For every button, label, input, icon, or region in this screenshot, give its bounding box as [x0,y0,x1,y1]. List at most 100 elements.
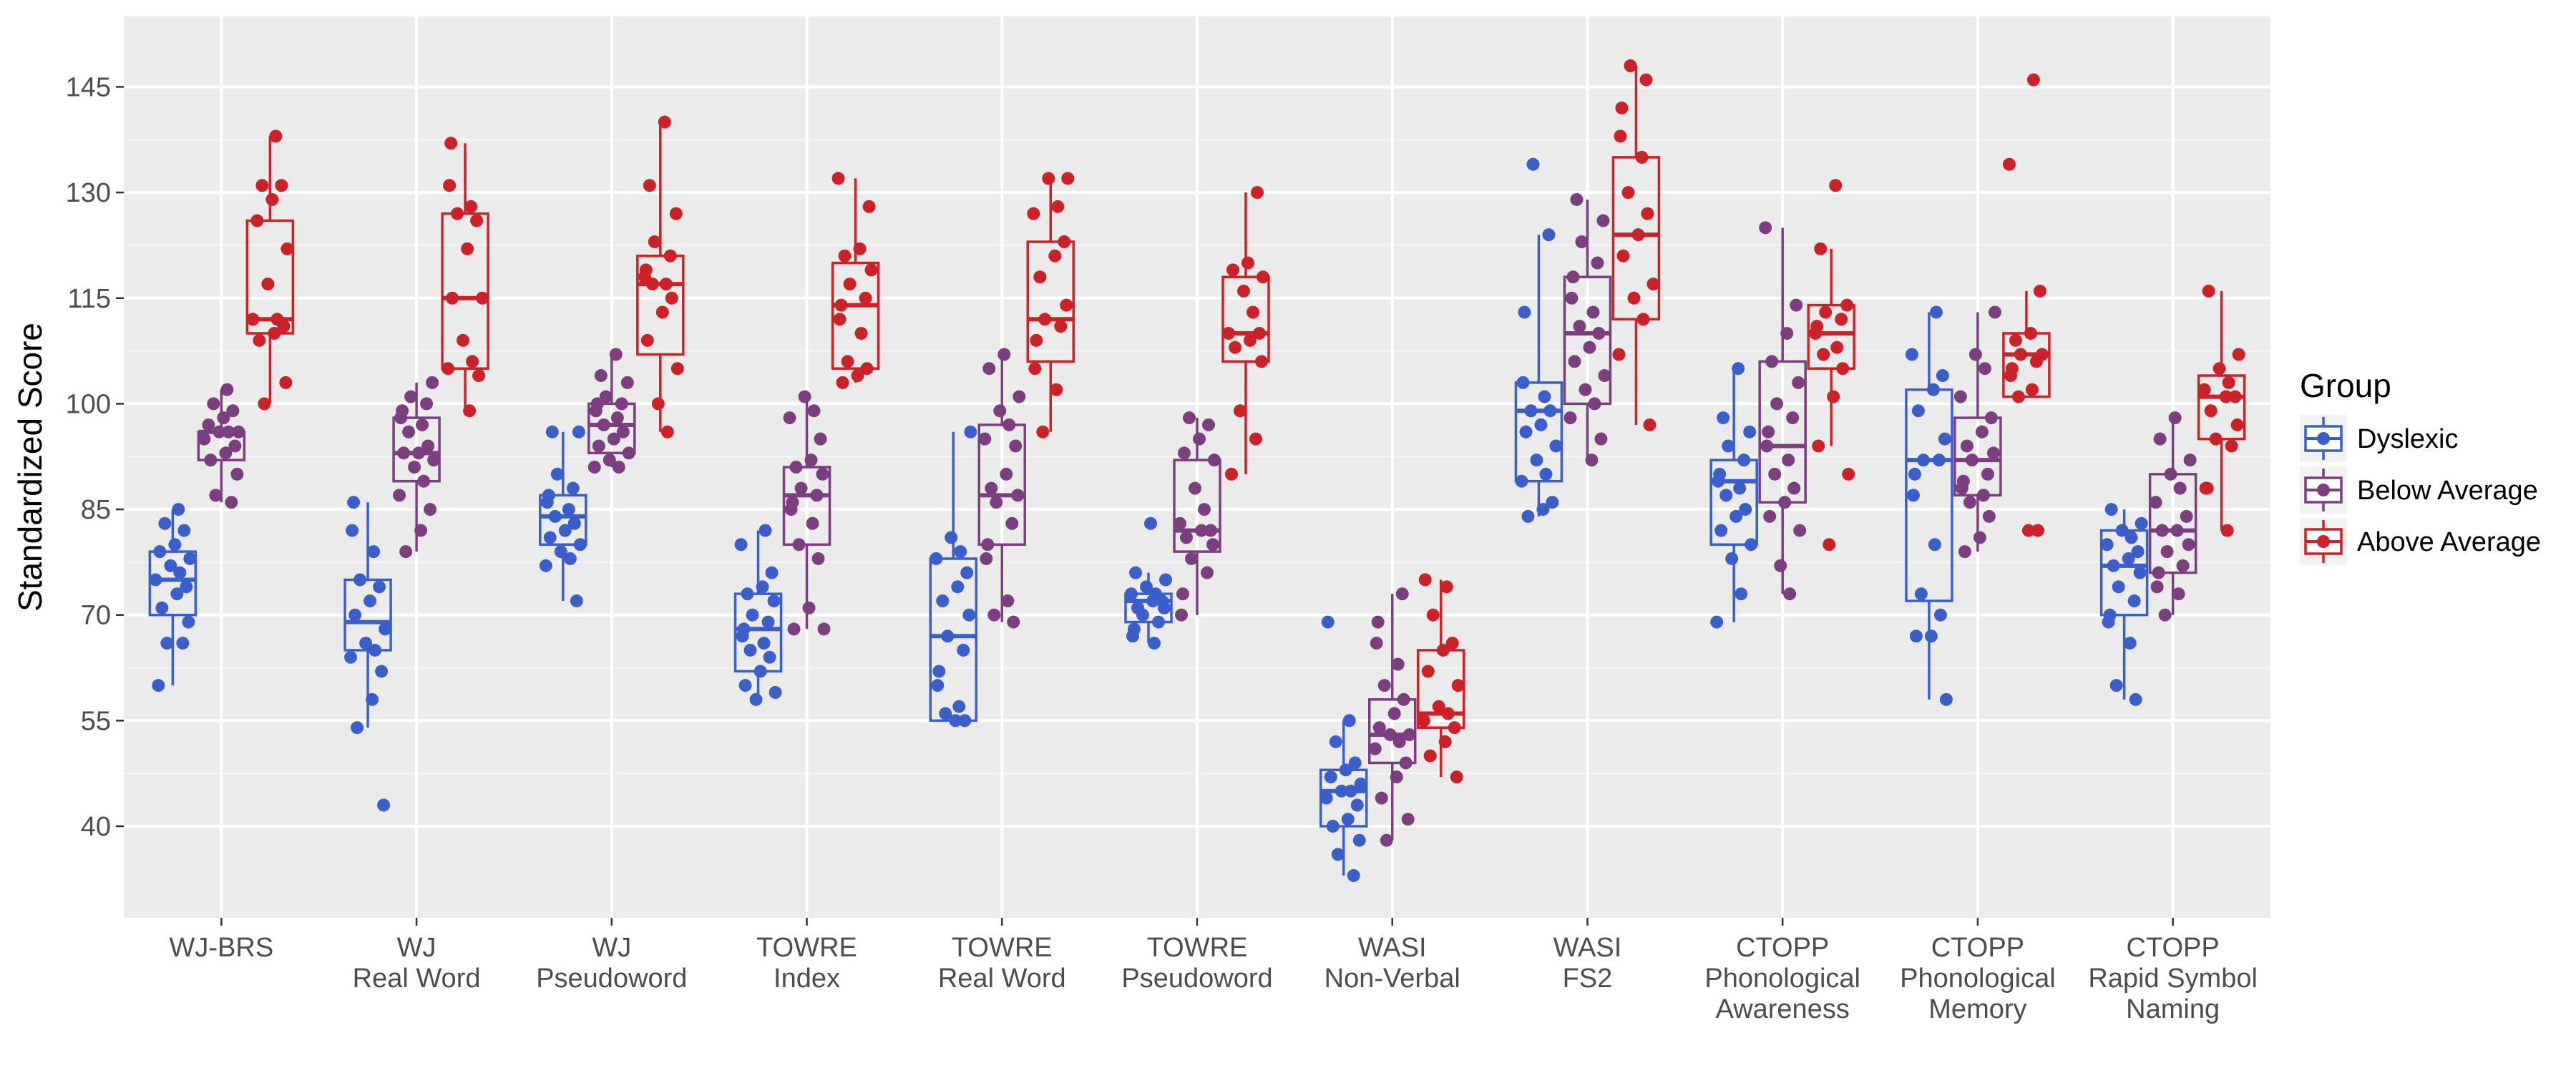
data-point [806,516,819,530]
data-point [426,376,439,389]
data-point [265,192,279,206]
data-point [364,594,377,608]
data-point [1036,425,1050,438]
data-point [1208,454,1221,467]
data-point [1519,425,1533,438]
data-point [798,390,811,403]
data-point [183,552,197,565]
data-point [1722,439,1735,453]
legend-label: Below Average [2357,476,2538,506]
data-point [802,601,816,614]
data-point [1965,454,1979,467]
box-iqr [392,416,441,483]
data-point [1440,580,1453,594]
data-point [550,467,564,481]
data-point [417,474,431,488]
data-point [990,496,1003,509]
data-point [346,524,359,537]
data-point [993,404,1007,418]
data-point [572,425,585,438]
data-point [1598,369,1611,383]
data-point [758,524,772,537]
data-point [1643,418,1657,431]
data-point [232,425,245,438]
box-iqr [587,402,636,455]
data-point [1368,742,1382,755]
box [343,502,392,728]
data-point [1319,791,1333,805]
data-point [1255,355,1268,368]
legend: Group Dyslexic Below Average Above Average [2300,367,2541,565]
data-point [2122,552,2135,565]
data-point [1735,587,1748,601]
data-point [978,432,992,446]
data-point [268,326,281,340]
data-point [1624,59,1637,72]
data-point [1929,305,1943,319]
data-point [1421,665,1435,678]
data-point [1729,509,1743,523]
data-point [1202,418,1215,431]
data-point [2104,503,2118,516]
data-point [558,524,572,537]
data-point [1399,756,1413,770]
data-point [1770,397,1784,411]
data-point [2183,454,2197,467]
data-point [1790,298,1803,312]
data-point [743,643,757,657]
data-point [1819,305,1833,319]
box-iqr [1173,459,1221,553]
data-point [734,538,748,552]
data-point [2127,594,2141,608]
data-point [1745,538,1758,552]
data-point [980,552,993,565]
data-point [1371,615,1385,629]
data-point [1350,798,1364,812]
data-point [2152,566,2165,579]
data-point [2155,524,2169,537]
data-point [1539,467,1553,481]
data-point [1988,305,2001,319]
data-point [367,545,381,559]
data-point [1636,313,1650,326]
data-point [2149,496,2162,509]
data-point [949,714,962,727]
data-point [592,439,605,453]
data-point [615,397,628,411]
data-point [164,559,177,572]
data-point [393,489,406,502]
data-point [2212,362,2226,376]
data-point [2133,566,2147,579]
data-point [816,467,829,481]
data-point [1204,524,1217,537]
data-point [1048,249,1062,263]
data-point [275,179,288,192]
data-point [1237,284,1250,298]
data-point [397,446,411,460]
box-iqr [343,578,392,652]
data-point [864,263,878,277]
data-point [1183,411,1196,425]
data-point [1908,467,1921,481]
data-point [756,580,769,594]
data-point [353,573,367,587]
data-point [539,559,552,572]
data-point [344,650,358,664]
data-point [2173,481,2187,495]
data-point [1251,186,1264,200]
box-iqr [782,466,831,547]
data-point [2219,390,2233,403]
data-point [226,404,240,418]
data-point [562,503,575,516]
data-point [1916,454,1930,467]
data-point [1002,418,1016,431]
data-point [177,524,191,537]
data-point [1968,348,1982,361]
data-point [1257,270,1269,284]
data-point [761,615,775,629]
data-point [1331,848,1345,861]
data-point [1354,777,1367,790]
data-point [1973,531,1986,544]
data-point [464,200,478,213]
data-point [567,516,581,530]
